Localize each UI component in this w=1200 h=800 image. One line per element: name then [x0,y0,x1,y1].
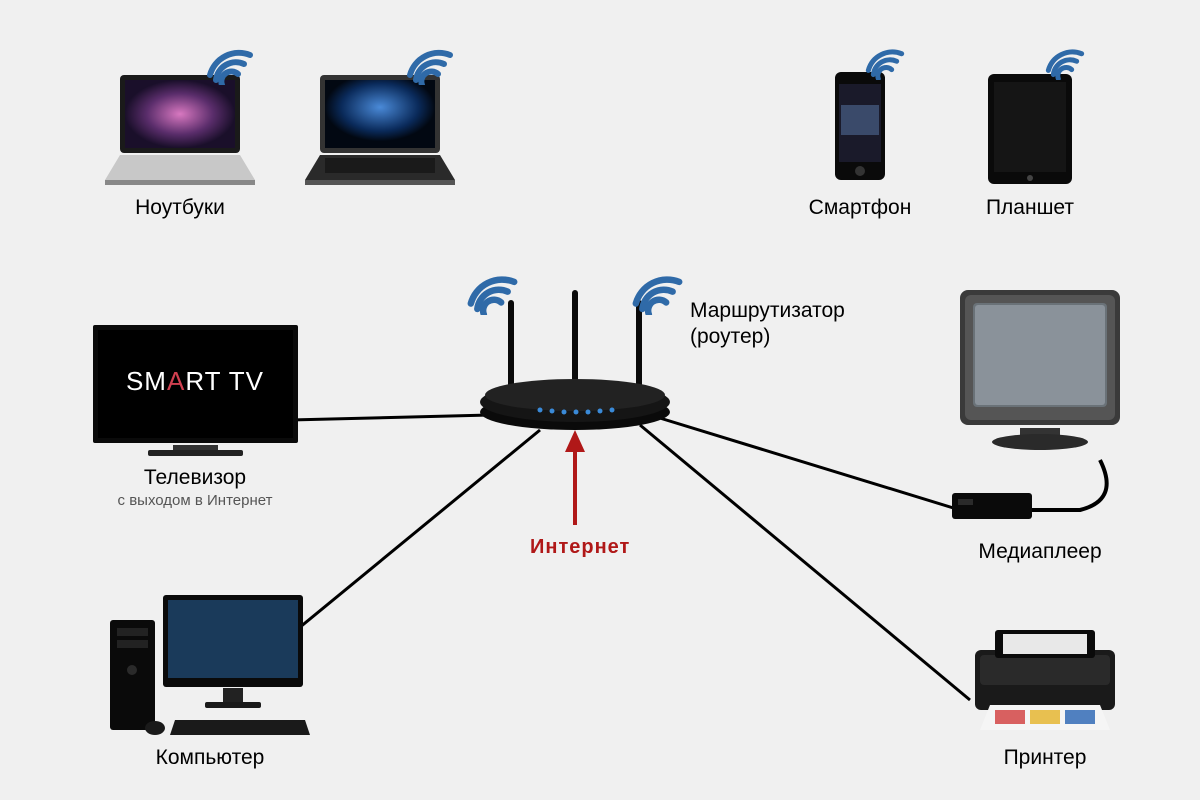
mediaplayer-label: Медиаплеер [940,540,1140,564]
wifi-icon [400,40,460,85]
mediaplayer: Медиаплеер [940,280,1140,564]
tv-icon: SMART TV [88,320,303,460]
tv-sublabel: с выходом в Интернет [80,492,310,509]
printer: Принтер [950,620,1140,770]
computer: Компьютер [100,590,320,770]
smartphone-label: Смартфон [800,196,920,220]
internet-label: Интернет [530,536,630,559]
wifi-icon [460,265,525,315]
tablet: Планшет [960,70,1100,220]
printer-icon [955,620,1135,740]
wifi-icon [200,40,260,85]
tablet-label: Планшет [960,196,1100,220]
wifi-icon [625,265,690,315]
laptop-icon [95,70,265,190]
computer-label: Компьютер [100,746,320,770]
tv-label: Телевизор [80,466,310,490]
crt-monitor-icon [945,280,1135,480]
smartphone: Смартфон [800,70,920,220]
desktop-icon [105,590,315,740]
laptop-1: Ноутбуки [90,70,270,220]
tablet-icon [980,70,1080,190]
laptop-icon [295,70,465,190]
svg-text:SMART TV: SMART TV [125,366,263,396]
router-label-line1: Маршрутизатор [690,299,845,322]
router-label: Маршрутизатор (роутер) [690,298,845,351]
wifi-icon [860,40,910,80]
laptops-label: Ноутбуки [90,196,270,220]
router [470,280,680,435]
network-diagram: Ноутбуки Смартфон [0,0,1200,800]
laptop-2 [290,70,470,190]
smartphone-icon [825,70,895,190]
wifi-icon [1040,40,1090,80]
smart-tv: SMART TV Телевизор с выходом в Интернет [80,320,310,509]
router-label-line2: (роутер) [690,325,770,348]
mediaplayer-box-icon [950,485,1040,525]
printer-label: Принтер [950,746,1140,770]
